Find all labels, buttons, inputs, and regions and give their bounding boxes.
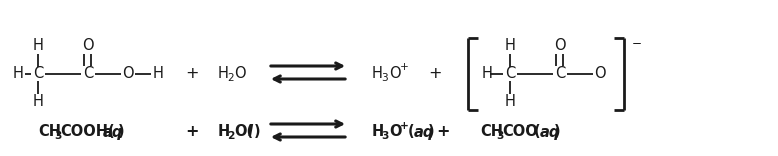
Text: H: H bbox=[152, 66, 163, 81]
Text: 2: 2 bbox=[227, 73, 233, 83]
Text: aq: aq bbox=[103, 124, 124, 139]
Text: +: + bbox=[400, 121, 409, 131]
Text: H: H bbox=[218, 66, 229, 81]
Text: C: C bbox=[505, 66, 515, 81]
Text: H: H bbox=[372, 66, 383, 81]
Text: +: + bbox=[436, 124, 450, 139]
Text: H: H bbox=[33, 39, 44, 54]
Text: H: H bbox=[33, 95, 44, 110]
Text: C: C bbox=[555, 66, 565, 81]
Text: l: l bbox=[248, 124, 253, 139]
Text: 3: 3 bbox=[381, 73, 387, 83]
Text: +: + bbox=[428, 66, 442, 81]
Text: C: C bbox=[33, 66, 43, 81]
Text: O: O bbox=[389, 66, 401, 81]
Text: 3: 3 bbox=[496, 131, 503, 141]
Text: O: O bbox=[234, 66, 246, 81]
Text: +: + bbox=[185, 124, 198, 139]
Text: H: H bbox=[12, 66, 23, 81]
Text: −: − bbox=[526, 121, 534, 131]
Text: ): ) bbox=[254, 124, 261, 139]
Text: −: − bbox=[632, 37, 642, 51]
Text: +: + bbox=[400, 62, 409, 72]
Text: ): ) bbox=[118, 124, 124, 139]
Text: H: H bbox=[505, 39, 516, 54]
Text: C: C bbox=[83, 66, 93, 81]
Text: 3: 3 bbox=[54, 131, 61, 141]
Text: ): ) bbox=[554, 124, 561, 139]
Text: CH: CH bbox=[480, 124, 503, 139]
Text: H: H bbox=[505, 95, 516, 110]
Text: O(: O( bbox=[234, 124, 253, 139]
Text: H: H bbox=[218, 124, 230, 139]
Text: O: O bbox=[82, 39, 94, 54]
Text: H: H bbox=[482, 66, 493, 81]
Text: (: ( bbox=[534, 124, 541, 139]
Text: O: O bbox=[554, 39, 566, 54]
Text: +: + bbox=[185, 66, 198, 81]
Text: CH: CH bbox=[38, 124, 61, 139]
Text: O: O bbox=[389, 124, 401, 139]
Text: ): ) bbox=[428, 124, 435, 139]
Text: (: ( bbox=[408, 124, 415, 139]
Text: 2: 2 bbox=[227, 131, 234, 141]
Text: 3: 3 bbox=[381, 131, 388, 141]
Text: aq: aq bbox=[540, 124, 560, 139]
Text: aq: aq bbox=[414, 124, 434, 139]
Text: O: O bbox=[594, 66, 606, 81]
Text: COO: COO bbox=[502, 124, 538, 139]
Text: COOH(: COOH( bbox=[60, 124, 114, 139]
Text: H: H bbox=[372, 124, 384, 139]
Text: O: O bbox=[122, 66, 134, 81]
